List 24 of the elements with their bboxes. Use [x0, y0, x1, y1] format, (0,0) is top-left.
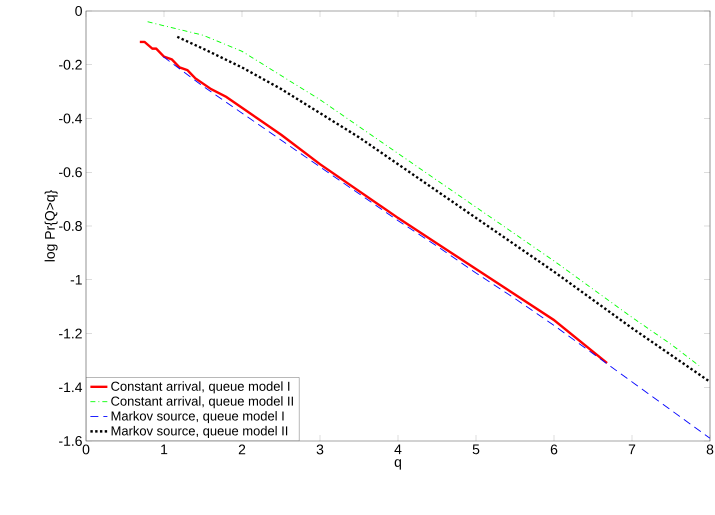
- legend-label: Constant arrival, queue model II: [111, 396, 293, 408]
- y-axis-title: log Pr{Q>q}: [44, 190, 58, 262]
- x-tick-label: 1: [161, 444, 168, 454]
- y-tick-label: -1.6: [59, 436, 82, 446]
- legend-label: Constant arrival, queue model I: [111, 381, 290, 394]
- y-tick-label: -1.2: [59, 328, 82, 338]
- x-tick-label: 7: [628, 444, 636, 454]
- y-tick-label: -1: [70, 274, 82, 285]
- x-tick-label: 5: [472, 444, 480, 454]
- x-tick-label: 4: [394, 444, 402, 454]
- y-tick-label: -0.8: [59, 221, 82, 231]
- x-tick-label: 6: [550, 444, 558, 454]
- x-axis-title: q: [394, 459, 401, 470]
- y-tick-label: 0: [75, 6, 82, 16]
- y-tick-label: -1.4: [59, 382, 82, 392]
- y-tick-label: -0.4: [59, 114, 82, 124]
- x-tick-label: 0: [82, 444, 90, 454]
- x-tick-label: 3: [316, 444, 324, 454]
- x-tick-label: 8: [706, 444, 714, 454]
- x-tick-label: 2: [238, 444, 246, 454]
- legend-label: Markov source, queue model I: [112, 411, 284, 424]
- y-tick-label: -0.6: [59, 167, 82, 178]
- y-tick-label: -0.2: [59, 60, 82, 70]
- legend-label: Markov source, queue model II: [112, 426, 288, 438]
